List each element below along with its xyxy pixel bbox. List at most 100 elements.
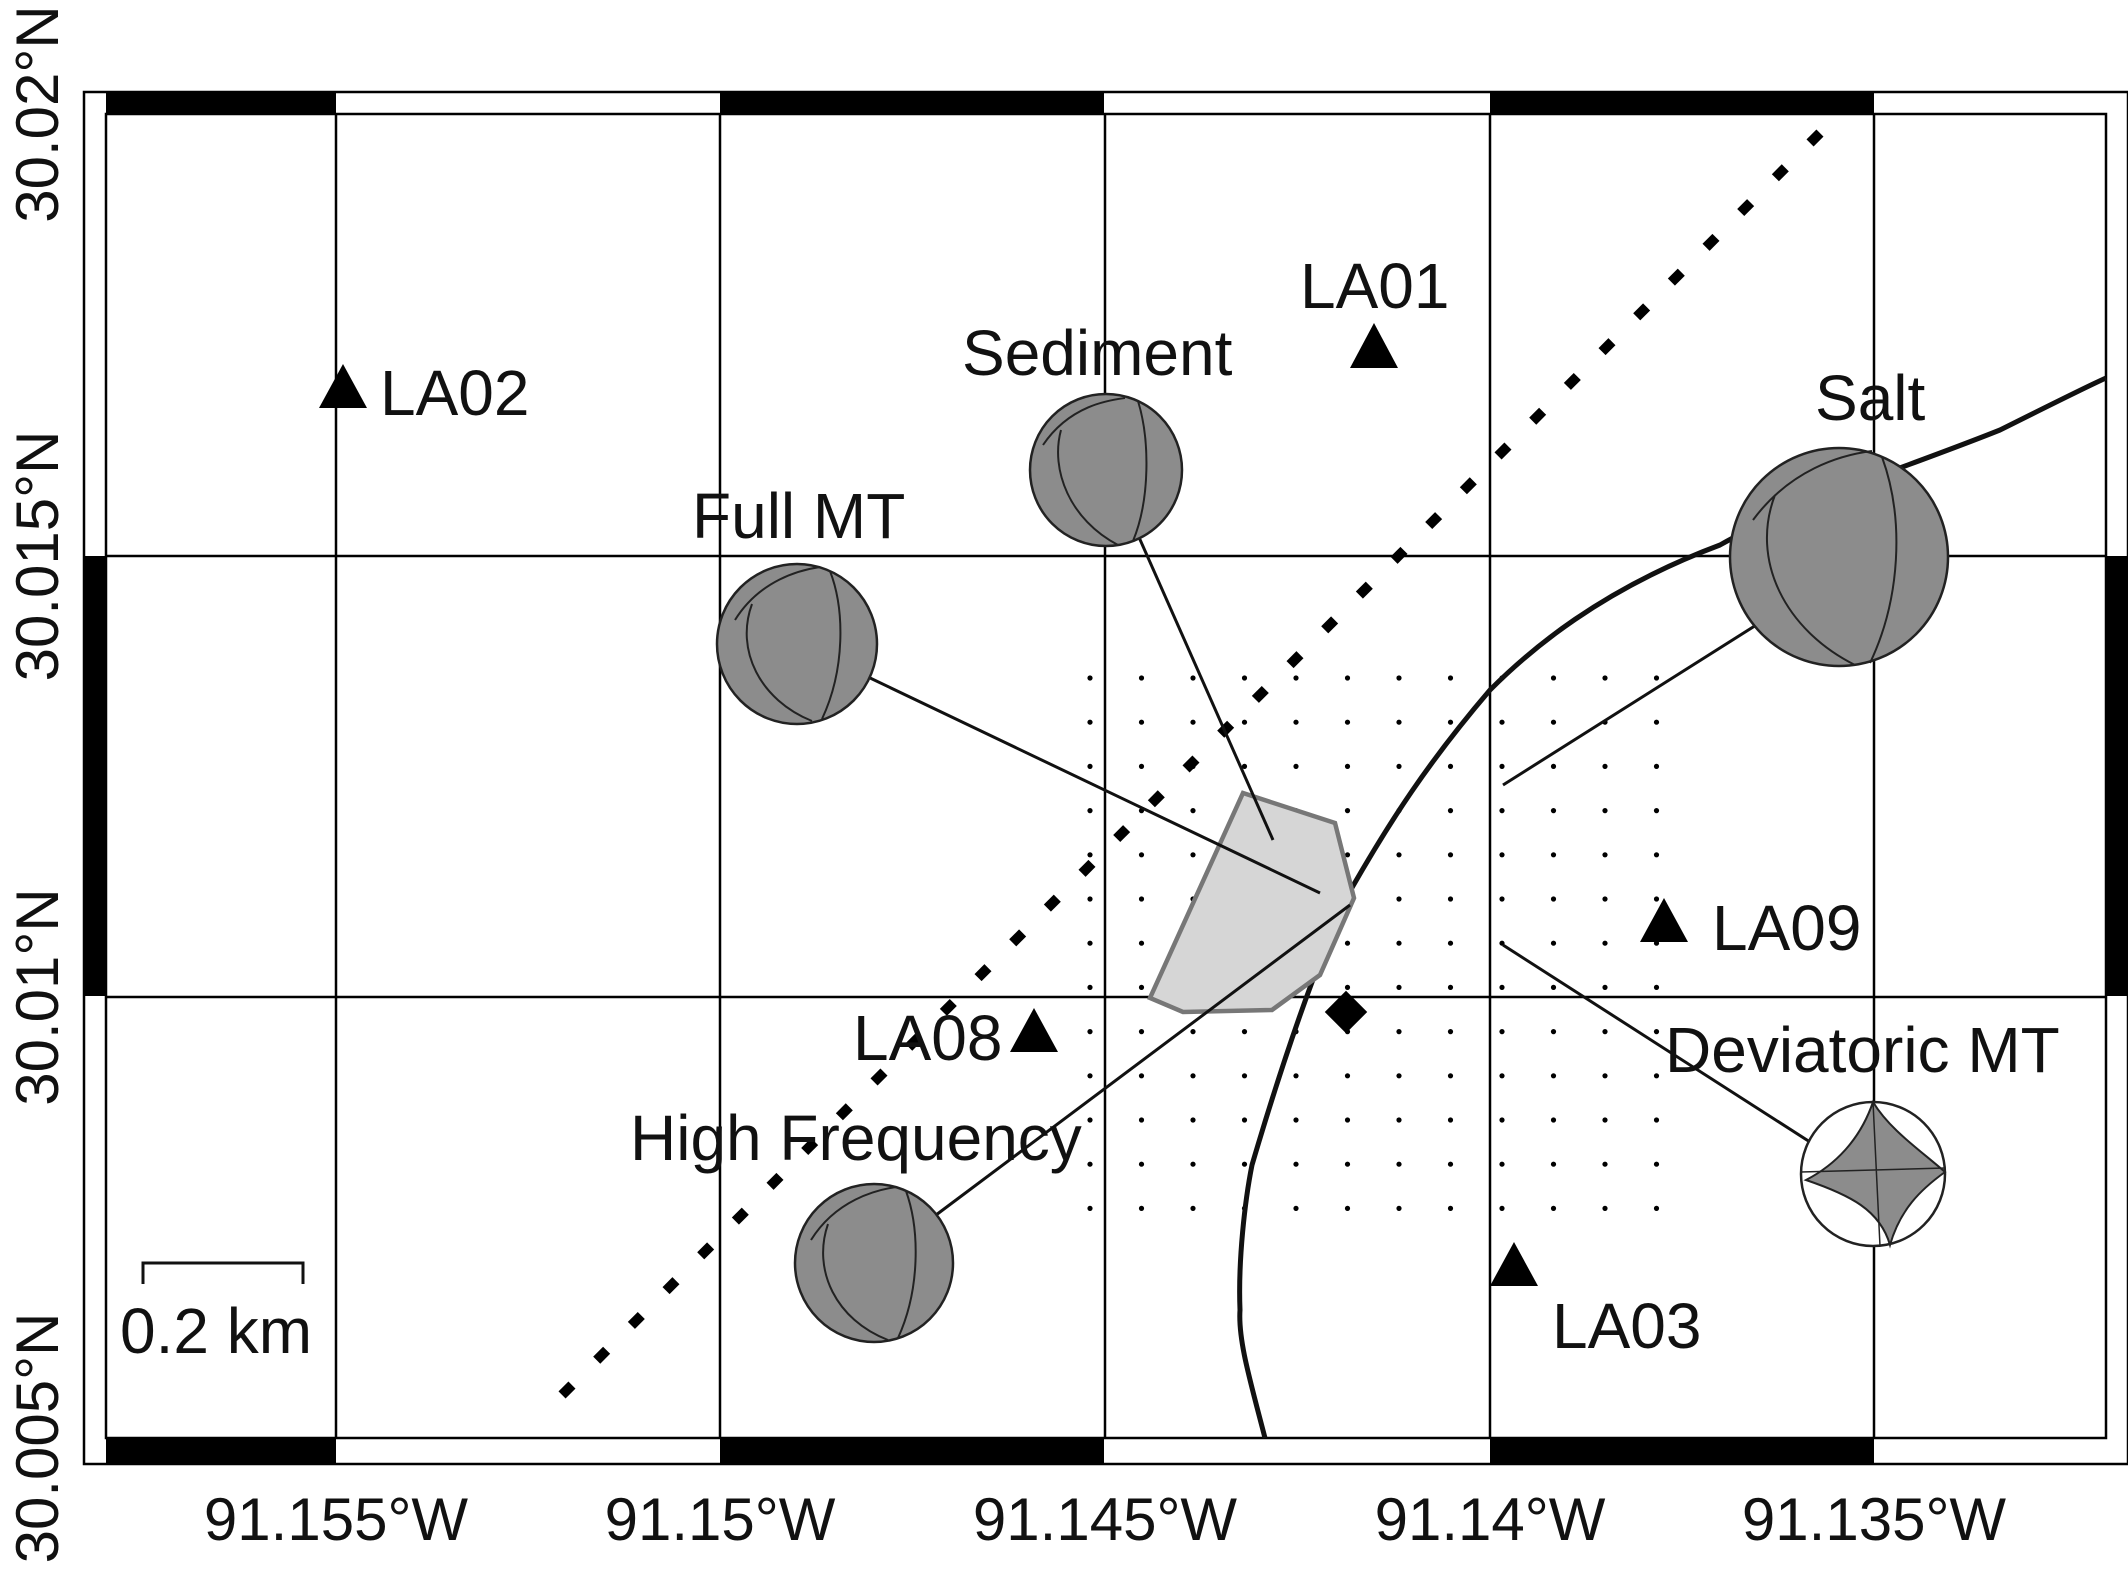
grid-point [1653,852,1660,858]
grid-point [1138,852,1145,858]
dotted-line-dot [1078,859,1096,877]
grid-point [1447,1029,1454,1035]
grid-point [1499,896,1505,902]
grid-point [1138,675,1145,681]
grid-point [1138,1205,1145,1211]
station-LA03: LA03 [1490,1242,1701,1362]
beachball-salt: Salt [1728,362,1950,668]
x-axis-labels: 91.155°W 91.15°W 91.145°W 91.14°W 91.135… [204,1486,2007,1553]
grid-point [1344,1073,1351,1079]
y-tick-label: 30.005°N [4,1313,71,1564]
grid-point [1447,984,1454,991]
dotted-line-dot [1390,546,1408,564]
grid-point [1550,1205,1557,1211]
grid-point [1499,1073,1505,1079]
grid-point [1087,984,1093,991]
dotted-line-dot [801,1138,819,1156]
grid-point [1344,763,1351,770]
grid-point [1396,852,1402,858]
grid-point [1087,808,1093,814]
dotted-line-dot [1737,199,1755,217]
dotted-line-dot [905,1033,923,1051]
grid-point [1550,940,1557,946]
grid-point [1447,763,1454,770]
station-LA08: LA08 [853,1002,1058,1074]
grid-point [1550,1161,1557,1167]
grid-point [1550,719,1557,725]
grid-point [1499,763,1505,770]
beachball-deviatoric-mt: Deviatoric MT [1665,1014,2060,1249]
grid-point [1087,896,1093,902]
grid-point [1499,808,1505,814]
grid-point [1550,808,1557,814]
grid-point [1396,1073,1402,1079]
dotted-line-dot [662,1277,680,1295]
dotted-line-dot [731,1207,749,1225]
grid-point [1550,1073,1557,1079]
grid-point [1087,852,1093,858]
grid-point [1499,940,1505,946]
grid-point [1447,675,1454,681]
grid-point [1653,719,1660,725]
dotted-line-dot [1251,685,1269,703]
dotted-line-dot [697,1242,715,1260]
dotted-line-dot [1217,720,1235,738]
grid-point [1138,896,1145,902]
grid-point [1396,1205,1402,1211]
grid-point [1138,763,1145,770]
grid-point [1344,940,1351,946]
grid-point [1653,675,1660,681]
station-LA09: LA09 [1640,892,1861,964]
grid-point [1653,1117,1660,1123]
grid-point [1602,1029,1608,1035]
dotted-line-dot [1459,477,1477,495]
grid-search-points [1087,675,1660,1211]
grid-point [1344,719,1351,725]
grid-point [1602,1161,1608,1167]
station-label: LA02 [380,357,529,429]
dotted-line-dot [593,1346,611,1364]
grid-point [1190,1161,1196,1167]
dotted-line-dot [1425,512,1443,530]
grid-point [1447,852,1454,858]
grid-point [1138,1073,1145,1079]
grid-point [1293,1073,1299,1079]
station-label: LA09 [1712,892,1861,964]
grid-point [1550,984,1557,991]
grid-point [1447,719,1454,725]
dotted-line-dot [1633,303,1651,321]
dotted-line-dot [974,964,992,982]
grid-point [1396,1029,1402,1035]
grid-point [1602,1117,1608,1123]
dotted-line-dot [1598,338,1616,356]
mechanism-label: Deviatoric MT [1665,1014,2060,1086]
grid-point [1087,1205,1093,1211]
grid-point [1241,1073,1248,1079]
grid-point [1602,852,1608,858]
epicenter-diamond [1324,990,1368,1034]
grid-point [1602,763,1608,770]
beachball-full-mt: Full MT [692,480,905,726]
grid-point [1293,675,1299,681]
dotted-line-dot [1009,929,1027,947]
grid-point [1190,1029,1196,1035]
dotted-line-dot [1286,651,1304,669]
grid-point [1550,675,1557,681]
scale-bar: 0.2 km [120,1261,312,1367]
dotted-line-dot [1667,268,1685,286]
grid-point [1550,852,1557,858]
connector-lines [867,534,1811,1217]
grid-point [1344,852,1351,858]
grid-point [1396,1161,1402,1167]
y-tick-label: 30.02°N [4,5,71,222]
x-tick-label: 91.15°W [605,1486,836,1553]
grid-point [1190,852,1196,858]
grid-point [1602,1073,1608,1079]
grid-point [1550,1117,1557,1123]
grid-point [1087,675,1093,681]
grid-point [1241,763,1248,770]
grid-point [1344,1117,1351,1123]
station-LA01: LA01 [1300,250,1449,368]
grid-point [1602,940,1608,946]
